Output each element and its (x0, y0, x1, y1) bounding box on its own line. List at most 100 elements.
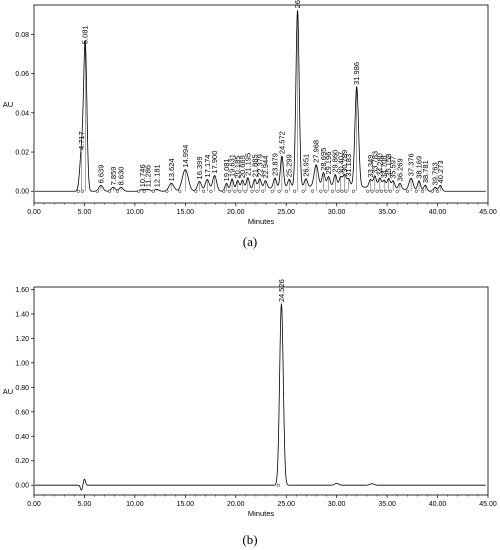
x-tick-label: 40.00 (429, 209, 447, 216)
peak-label: 24.572 (277, 131, 286, 154)
peak-label: 30.789 (340, 150, 349, 173)
peak-marker (276, 483, 280, 487)
peak-label: 26.121 (293, 0, 302, 8)
peak-marker (366, 189, 370, 193)
peak-label: 23.879 (270, 153, 279, 176)
peak-marker (243, 189, 247, 193)
y-tick-label: 0.06 (15, 71, 29, 78)
x-tick-label: 10.00 (126, 501, 144, 508)
peak-label: 29.196 (324, 152, 333, 175)
peak-marker (137, 189, 141, 193)
peak-label: 6.639 (96, 165, 105, 184)
plot-frame (33, 286, 489, 496)
peak-marker (270, 189, 274, 193)
y-axis-title: AU (3, 387, 13, 396)
chromatogram-panel-a: 0.00 5.00 10.00 15.00 20.00 25.00 30.00 35.00 40… (3, 0, 497, 226)
peak-marker (395, 189, 399, 193)
peak-marker (388, 189, 392, 193)
peak-label: 30.407 (336, 152, 345, 175)
peak-marker (142, 189, 146, 193)
peak-label: 28.695 (319, 148, 328, 171)
peak-marker (202, 189, 206, 193)
peak-label: 24.526 (277, 279, 286, 302)
peak-marker (261, 189, 265, 193)
y-tick-label: 0.20 (15, 458, 29, 465)
x-tick-label: 20.00 (227, 209, 245, 216)
peak-marker (76, 189, 80, 193)
peak-marker (351, 189, 355, 193)
peak-label: 7.859 (109, 167, 118, 186)
y-tick-label: 1.20 (15, 336, 29, 343)
y-tick-label: 0.40 (15, 434, 29, 441)
y-tick-label: 0.80 (15, 385, 29, 392)
panel-b-caption: (b) (242, 532, 257, 547)
peak-marker (420, 189, 425, 193)
peak-marker (405, 189, 410, 193)
peak-marker (384, 189, 388, 193)
x-tick-label: 25.00 (277, 209, 295, 216)
x-tick-label: 30.00 (328, 209, 346, 216)
peak-label: 20.669 (238, 155, 247, 178)
peak-label: 37.376 (407, 153, 416, 176)
y-tick-label: 1.00 (15, 360, 29, 367)
peak-marker (375, 189, 379, 193)
x-tick-label: 15.00 (177, 501, 195, 508)
peak-marker (430, 189, 434, 193)
peak-marker (336, 189, 340, 193)
peak-label: 21.885 (250, 154, 259, 177)
peak-marker (80, 189, 84, 193)
panel-a-caption: (a) (243, 234, 257, 249)
x-tick-label: 5.00 (78, 501, 92, 508)
peak-label: 19.631 (228, 154, 237, 177)
peak-marker (194, 189, 198, 193)
peak-label: 34.708 (380, 155, 389, 178)
x-tick-label: 35.00 (378, 209, 396, 216)
x-tick-label: 40.00 (429, 501, 447, 508)
peak-label: 12.181 (152, 164, 161, 187)
peak-label: 10.746 (138, 164, 147, 187)
x-tick-label: 20.00 (227, 501, 245, 508)
peak-label: 11.286 (143, 165, 152, 187)
peak-marker (151, 189, 155, 193)
peak-marker (238, 189, 242, 193)
peak-marker (370, 189, 374, 193)
y-axis-title: AU (3, 100, 13, 109)
peak-marker (344, 189, 348, 193)
peak-marker (330, 189, 335, 193)
x-tick-label: 30.00 (328, 501, 346, 508)
peak-label: 22.379 (255, 154, 264, 177)
peak-marker (293, 189, 297, 193)
peak-marker (310, 189, 315, 193)
peak-marker (115, 189, 119, 193)
peak-label: 17.900 (210, 151, 219, 174)
peak-label: 29.860 (331, 150, 340, 173)
peak-label: 34.280 (375, 153, 384, 176)
x-axis-title: Minutes (248, 509, 275, 518)
x-tick-label: 5.00 (78, 209, 92, 216)
peak-label: 40.273 (436, 160, 445, 183)
x-tick-label: 45.00 (479, 209, 497, 216)
y-tick-label: 0.02 (15, 150, 29, 157)
y-tick-label: 0.00 (15, 189, 29, 196)
peak-marker (165, 189, 169, 193)
peak-marker (436, 189, 440, 193)
peak-marker (277, 189, 281, 193)
peak-marker (178, 189, 182, 193)
peak-label: 31.986 (352, 62, 361, 85)
x-tick-label: 15.00 (177, 209, 195, 216)
peak-label: 8.630 (117, 167, 126, 186)
peak-label: 22.944 (261, 156, 270, 179)
peak-marker (255, 189, 259, 193)
y-tick-label: 0.60 (15, 409, 29, 416)
peak-label: 35.158 (384, 154, 393, 177)
peak-label: 13.624 (167, 158, 176, 181)
peak-label: 4.717 (77, 131, 86, 150)
peak-marker (250, 189, 254, 193)
peak-marker (414, 189, 418, 193)
peak-marker (324, 189, 328, 193)
y-tick-label: 1.60 (15, 287, 29, 294)
peak-label: 38.781 (421, 160, 430, 183)
peak-marker (301, 189, 305, 193)
peak-label: 26.951 (301, 154, 310, 177)
